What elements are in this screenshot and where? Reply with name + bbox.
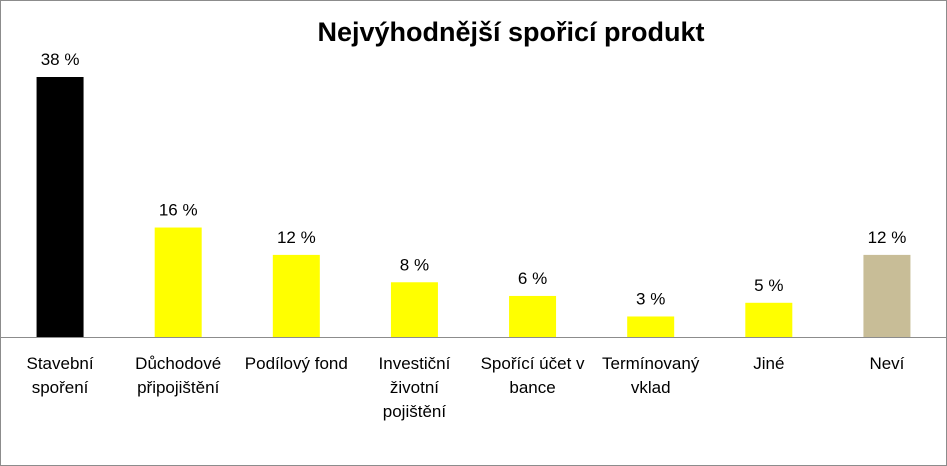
bar bbox=[272, 254, 320, 337]
data-label: 38 % bbox=[41, 50, 80, 69]
bar bbox=[36, 77, 84, 337]
bar bbox=[863, 254, 911, 337]
category-label: Důchodové připojištění bbox=[135, 354, 222, 397]
category-label: Investiční životní pojištění bbox=[378, 354, 451, 421]
category-label: Termínovaný vklad bbox=[602, 354, 700, 397]
data-label: 8 % bbox=[400, 255, 429, 274]
category-label: Spořící účet v bance bbox=[480, 354, 585, 397]
data-label: 3 % bbox=[636, 289, 665, 308]
category-label: Jiné bbox=[753, 354, 785, 373]
chart-title: Nejvýhodnější spořicí produkt bbox=[317, 17, 705, 47]
bar bbox=[390, 282, 438, 337]
category-label: Podílový fond bbox=[244, 354, 348, 373]
bar bbox=[509, 295, 557, 337]
data-label: 16 % bbox=[159, 201, 198, 220]
bar bbox=[627, 316, 675, 337]
bar bbox=[154, 227, 202, 337]
category-label: Neví bbox=[869, 354, 905, 373]
data-label: 12 % bbox=[277, 228, 316, 247]
category-label: Stavební spoření bbox=[26, 354, 94, 397]
data-label: 12 % bbox=[868, 228, 907, 247]
data-label: 5 % bbox=[754, 276, 783, 295]
bar bbox=[745, 302, 793, 337]
data-label: 6 % bbox=[518, 269, 547, 288]
